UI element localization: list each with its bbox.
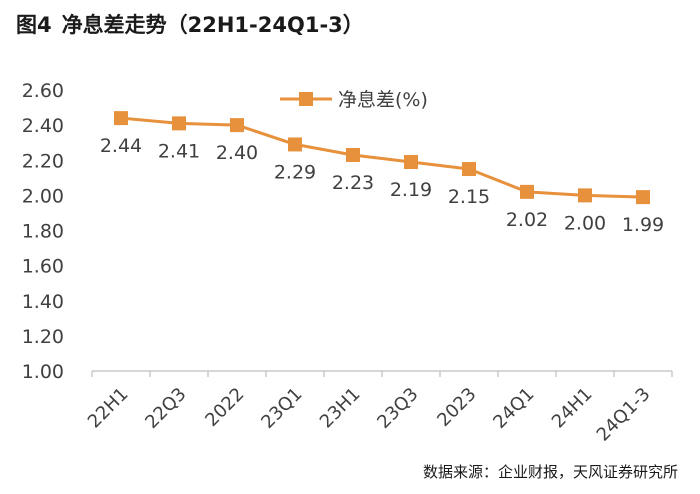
x-tick-label: 24Q1-3: [593, 384, 655, 446]
figure-number: 图4: [16, 13, 52, 37]
data-label: 2.40: [216, 142, 258, 164]
data-label: 2.19: [390, 179, 432, 201]
x-tick-label: 24H1: [548, 384, 597, 433]
figure-title: 图4 净息差走势（22H1-24Q1-3）: [16, 9, 364, 39]
data-label: 2.29: [274, 161, 316, 183]
y-axis-tick-labels: 1.00 1.20 1.40 1.60 1.80 2.00 2.20 2.40 2.60: [22, 80, 64, 383]
figure-title-text: 净息差走势（22H1-24Q1-3）: [61, 13, 364, 37]
x-tick-label: 22H1: [84, 384, 133, 433]
data-point-marker: [172, 116, 186, 131]
y-tick-label: 2.40: [22, 115, 64, 137]
series-markers: [114, 111, 650, 205]
legend-label: 净息差(%): [338, 89, 428, 111]
x-axis-ticks: [91, 371, 673, 377]
data-point-marker: [520, 184, 534, 199]
y-tick-label: 1.00: [22, 361, 64, 383]
x-tick-label: 22Q3: [141, 384, 190, 433]
data-point-marker: [404, 155, 418, 170]
data-point-marker: [636, 190, 650, 205]
x-tick-label: 23Q1: [257, 384, 306, 433]
y-tick-label: 2.60: [22, 80, 64, 102]
data-point-marker: [288, 137, 302, 152]
x-tick-label: 2023: [433, 384, 480, 431]
y-tick-label: 2.20: [22, 150, 64, 172]
legend-marker: [299, 92, 313, 106]
data-point-marker: [230, 118, 244, 133]
data-label: 1.99: [622, 214, 664, 236]
data-point-marker: [346, 147, 360, 162]
data-point-marker: [578, 188, 592, 203]
y-tick-label: 1.40: [22, 291, 64, 313]
x-axis-tick-labels: 22H1 22Q3 2022 23Q1 23H1 23Q3 2023 24Q1 24H124Q1…: [84, 384, 655, 446]
y-tick-label: 1.20: [22, 326, 64, 348]
series-lines: [120, 116, 644, 199]
x-tick-label: 24Q1: [489, 384, 538, 433]
y-tick-label: 1.60: [22, 256, 64, 278]
data-labels: 2.44 2.41 2.40 2.29 2.23 2.19 2.15 2.02 2.00 1.99: [100, 135, 664, 236]
series-line: [120, 116, 644, 199]
data-label: 2.44: [100, 135, 142, 157]
y-tick-label: 1.80: [22, 221, 64, 243]
source-note: 数据来源：企业财报，天风证券研究所: [422, 463, 678, 481]
data-label: 2.23: [332, 172, 374, 194]
data-point-marker: [114, 111, 128, 126]
y-tick-label: 2.00: [22, 185, 64, 207]
x-tick-label: 2022: [201, 384, 248, 431]
data-label: 2.15: [448, 186, 490, 208]
data-label: 2.02: [506, 209, 548, 231]
data-label: 2.00: [564, 212, 606, 234]
x-tick-label: 23Q3: [373, 384, 422, 433]
data-label: 2.41: [158, 140, 200, 162]
data-point-marker: [462, 162, 476, 177]
x-tick-label: 23H1: [316, 384, 365, 433]
legend: 净息差(%): [280, 89, 428, 111]
